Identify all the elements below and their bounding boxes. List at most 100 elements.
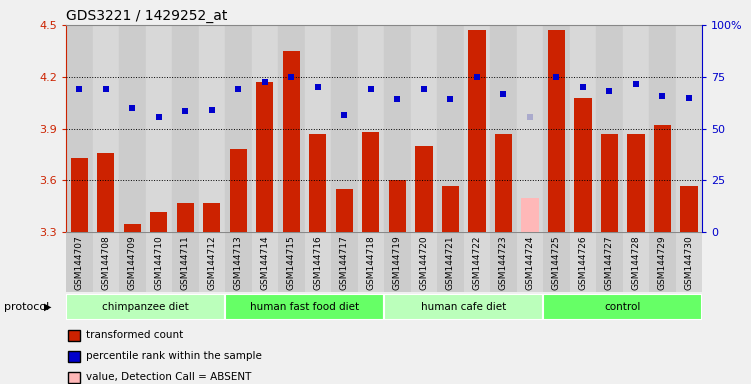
Bar xyxy=(676,25,702,232)
Bar xyxy=(252,232,278,292)
Bar xyxy=(570,25,596,232)
Bar xyxy=(490,232,517,292)
Bar xyxy=(517,232,543,292)
Bar xyxy=(146,232,172,292)
Text: GSM144713: GSM144713 xyxy=(234,235,243,290)
Text: GSM144716: GSM144716 xyxy=(313,235,322,290)
Bar xyxy=(654,125,671,232)
Text: GSM144721: GSM144721 xyxy=(446,235,455,290)
Bar xyxy=(97,153,114,232)
Text: GSM144720: GSM144720 xyxy=(419,235,428,290)
Bar xyxy=(596,232,623,292)
Text: GSM144709: GSM144709 xyxy=(128,235,137,290)
Text: control: control xyxy=(605,302,641,312)
Bar xyxy=(309,134,327,232)
Bar xyxy=(680,186,698,232)
Text: GSM144729: GSM144729 xyxy=(658,235,667,290)
Bar xyxy=(66,25,92,232)
Text: GSM144723: GSM144723 xyxy=(499,235,508,290)
Bar xyxy=(490,25,517,232)
Bar xyxy=(92,25,119,232)
Bar xyxy=(517,25,543,232)
Bar xyxy=(547,30,565,232)
Bar xyxy=(437,232,463,292)
Bar xyxy=(415,146,433,232)
Text: GSM144714: GSM144714 xyxy=(261,235,270,290)
Bar xyxy=(225,232,252,292)
Bar xyxy=(543,232,570,292)
Bar xyxy=(570,232,596,292)
Bar xyxy=(676,232,702,292)
Bar xyxy=(357,232,385,292)
Bar xyxy=(198,232,225,292)
Bar xyxy=(150,212,167,232)
Bar xyxy=(385,25,411,232)
Bar xyxy=(225,25,252,232)
Text: GSM144712: GSM144712 xyxy=(207,235,216,290)
Text: human cafe diet: human cafe diet xyxy=(421,302,506,312)
Bar xyxy=(495,134,512,232)
Bar xyxy=(385,232,411,292)
Bar xyxy=(437,25,463,232)
Bar xyxy=(357,25,385,232)
Text: GSM144717: GSM144717 xyxy=(340,235,349,290)
Bar xyxy=(252,25,278,232)
Text: GSM144728: GSM144728 xyxy=(632,235,641,290)
Bar xyxy=(198,25,225,232)
Bar xyxy=(389,180,406,232)
Bar xyxy=(649,25,676,232)
Bar xyxy=(543,25,570,232)
Text: GSM144715: GSM144715 xyxy=(287,235,296,290)
Text: GSM144708: GSM144708 xyxy=(101,235,110,290)
Bar xyxy=(442,186,459,232)
Bar xyxy=(204,203,221,232)
Bar xyxy=(649,232,676,292)
Bar xyxy=(627,134,644,232)
Bar xyxy=(71,158,88,232)
Bar xyxy=(92,232,119,292)
Bar xyxy=(543,294,702,320)
Bar xyxy=(278,25,305,232)
Text: chimpanzee diet: chimpanzee diet xyxy=(102,302,189,312)
Bar xyxy=(230,149,247,232)
Bar xyxy=(225,294,385,320)
Bar xyxy=(362,132,379,232)
Bar xyxy=(336,189,353,232)
Bar xyxy=(331,25,357,232)
Text: transformed count: transformed count xyxy=(86,330,182,340)
Text: GSM144724: GSM144724 xyxy=(526,235,535,290)
Bar xyxy=(283,51,300,232)
Bar xyxy=(331,232,357,292)
Bar xyxy=(172,232,198,292)
Bar xyxy=(411,25,437,232)
Bar xyxy=(278,232,305,292)
Bar xyxy=(66,232,92,292)
Text: GSM144718: GSM144718 xyxy=(366,235,376,290)
Bar xyxy=(601,134,618,232)
Bar xyxy=(172,25,198,232)
Text: protocol: protocol xyxy=(4,302,49,312)
Bar xyxy=(119,232,146,292)
Text: value, Detection Call = ABSENT: value, Detection Call = ABSENT xyxy=(86,372,251,382)
Text: GSM144710: GSM144710 xyxy=(155,235,164,290)
Bar xyxy=(305,232,331,292)
Text: GDS3221 / 1429252_at: GDS3221 / 1429252_at xyxy=(66,8,228,23)
Bar xyxy=(411,232,437,292)
Bar xyxy=(596,25,623,232)
Bar xyxy=(463,25,490,232)
Bar xyxy=(66,294,225,320)
Bar xyxy=(176,203,194,232)
Text: GSM144707: GSM144707 xyxy=(75,235,84,290)
Bar xyxy=(119,25,146,232)
Text: GSM144727: GSM144727 xyxy=(605,235,614,290)
Text: human fast food diet: human fast food diet xyxy=(250,302,359,312)
Bar xyxy=(469,30,485,232)
Text: GSM144725: GSM144725 xyxy=(552,235,561,290)
Bar xyxy=(575,98,592,232)
Bar xyxy=(385,294,543,320)
Bar xyxy=(256,82,273,232)
Bar xyxy=(146,25,172,232)
Bar xyxy=(463,232,490,292)
Text: GSM144722: GSM144722 xyxy=(472,235,481,290)
Text: GSM144730: GSM144730 xyxy=(684,235,693,290)
